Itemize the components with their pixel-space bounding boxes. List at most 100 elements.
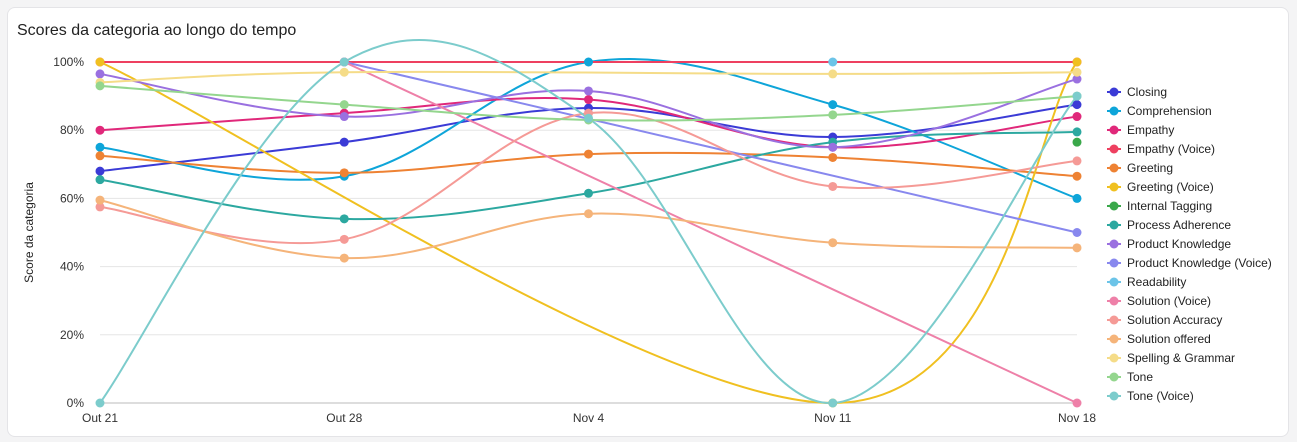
legend-marker-closing — [1109, 87, 1119, 97]
legend-marker-comprehension — [1109, 106, 1119, 116]
y-axis-ticks: 0% 20% 40% 60% 80% 100% — [53, 55, 84, 410]
x-tick-label: Nov 4 — [573, 411, 605, 425]
y-tick-label: 0% — [67, 396, 85, 410]
legend-label-tone: Tone — [1127, 370, 1153, 384]
data-point-greeting — [1072, 171, 1082, 181]
data-point-tone-voice — [95, 398, 105, 408]
data-point-tone — [339, 100, 349, 110]
legend-label-comprehension: Comprehension — [1127, 104, 1212, 118]
data-point-solution-accuracy — [1072, 156, 1082, 166]
data-point-closing — [339, 137, 349, 147]
data-point-tone-voice — [339, 57, 349, 67]
x-tick-label: Out 21 — [82, 411, 118, 425]
legend-marker-solution-voice — [1109, 296, 1119, 306]
x-tick-label: Nov 11 — [814, 411, 851, 425]
legend-marker-process-adherence — [1109, 220, 1119, 230]
y-tick-label: 40% — [60, 260, 84, 274]
legend-marker-greeting-voice — [1109, 182, 1119, 192]
y-tick-label: 80% — [60, 123, 84, 137]
data-point-solution-offered — [828, 238, 838, 248]
legend-marker-tone-voice — [1109, 391, 1119, 401]
y-tick-label: 60% — [60, 191, 84, 205]
data-point-greeting — [95, 151, 105, 161]
data-point-closing — [95, 166, 105, 176]
data-point-solution-accuracy — [95, 202, 105, 212]
data-point-product-knowledge — [1072, 74, 1082, 84]
data-point-process-adherence — [339, 214, 349, 224]
data-point-tone — [95, 81, 105, 91]
legend-marker-product-knowledge-voice — [1109, 258, 1119, 268]
legend-label-solution-offered: Solution offered — [1127, 332, 1211, 346]
legend-label-process-adherence: Process Adherence — [1127, 218, 1231, 232]
data-point-spelling-grammar — [339, 67, 349, 77]
data-point-solution-offered — [339, 253, 349, 263]
data-point-greeting-voice — [1072, 57, 1082, 67]
data-point-readability — [828, 57, 838, 67]
data-point-empathy — [95, 125, 105, 135]
series-points — [95, 57, 1082, 408]
data-point-solution-offered — [1072, 243, 1082, 253]
legend-marker-product-knowledge — [1109, 239, 1119, 249]
data-point-tone-voice — [828, 398, 838, 408]
chart-title: Scores da categoria ao longo do tempo — [17, 22, 297, 39]
series-line-solution-accuracy — [99, 111, 1078, 245]
x-axis-ticks: Out 21 Out 28 Nov 4 Nov 11 Nov 18 — [82, 411, 1096, 425]
data-point-comprehension — [95, 142, 105, 152]
y-tick-label: 20% — [60, 328, 84, 342]
legend-marker-empathy-voice — [1109, 144, 1119, 154]
y-tick-label: 100% — [53, 55, 84, 69]
legend-label-product-knowledge: Product Knowledge — [1127, 237, 1231, 251]
data-point-tone — [828, 110, 838, 120]
data-point-process-adherence — [1072, 127, 1082, 137]
series-line-greeting-voice — [99, 61, 1078, 405]
data-point-tone-voice — [1072, 91, 1082, 101]
series-line-spelling-grammar — [99, 70, 1078, 84]
y-axis-label: Score da categoria — [22, 182, 36, 283]
series-line-tone-voice — [99, 39, 1078, 405]
data-point-greeting-voice — [95, 57, 105, 67]
data-point-comprehension — [584, 57, 593, 67]
legend-marker-greeting — [1109, 163, 1119, 173]
legend-label-tone-voice: Tone (Voice) — [1127, 389, 1194, 403]
x-tick-label: Nov 18 — [1058, 411, 1096, 425]
data-point-process-adherence — [584, 188, 593, 198]
data-point-tone-voice — [584, 113, 593, 123]
legend-label-greeting: Greeting — [1127, 161, 1173, 175]
data-point-solution-voice — [1072, 398, 1082, 408]
legend-marker-tone — [1109, 372, 1119, 382]
data-point-greeting — [828, 152, 838, 162]
legend-marker-empathy — [1109, 125, 1119, 135]
data-point-solution-offered — [584, 209, 593, 219]
legend-label-empathy-voice: Empathy (Voice) — [1127, 142, 1215, 156]
data-point-empathy — [1072, 112, 1082, 122]
data-point-process-adherence — [95, 175, 105, 185]
legend: Closing Comprehension Empathy Empathy (Voic… — [1107, 85, 1272, 403]
data-point-solution-accuracy — [339, 234, 349, 244]
data-point-spelling-grammar — [1072, 67, 1082, 77]
data-point-product-knowledge-voice — [1072, 228, 1082, 237]
data-point-empathy — [584, 95, 593, 105]
data-point-comprehension — [1072, 193, 1082, 203]
data-point-closing — [1072, 100, 1082, 110]
legend-marker-solution-offered — [1109, 334, 1119, 344]
legend-marker-solution-accuracy — [1109, 315, 1119, 325]
data-point-solution-offered — [95, 195, 105, 205]
data-point-solution-accuracy — [828, 181, 838, 191]
legend-label-closing: Closing — [1127, 85, 1167, 99]
x-tick-label: Out 28 — [326, 411, 362, 425]
data-point-product-knowledge — [339, 112, 349, 122]
legend-label-greeting-voice: Greeting (Voice) — [1127, 180, 1214, 194]
data-point-spelling-grammar — [828, 69, 838, 79]
series-line-solution-voice — [343, 61, 1078, 404]
data-point-product-knowledge — [95, 69, 105, 79]
legend-label-internal-tagging: Internal Tagging — [1127, 199, 1212, 213]
legend-label-solution-voice: Solution (Voice) — [1127, 294, 1211, 308]
legend-label-product-knowledge-voice: Product Knowledge (Voice) — [1127, 256, 1272, 270]
data-point-internal-tagging — [1072, 137, 1082, 147]
legend-marker-internal-tagging — [1109, 201, 1119, 211]
data-point-greeting — [584, 149, 593, 159]
legend-marker-spelling-grammar — [1109, 353, 1119, 363]
legend-marker-readability — [1109, 277, 1119, 287]
data-point-greeting — [339, 168, 349, 178]
